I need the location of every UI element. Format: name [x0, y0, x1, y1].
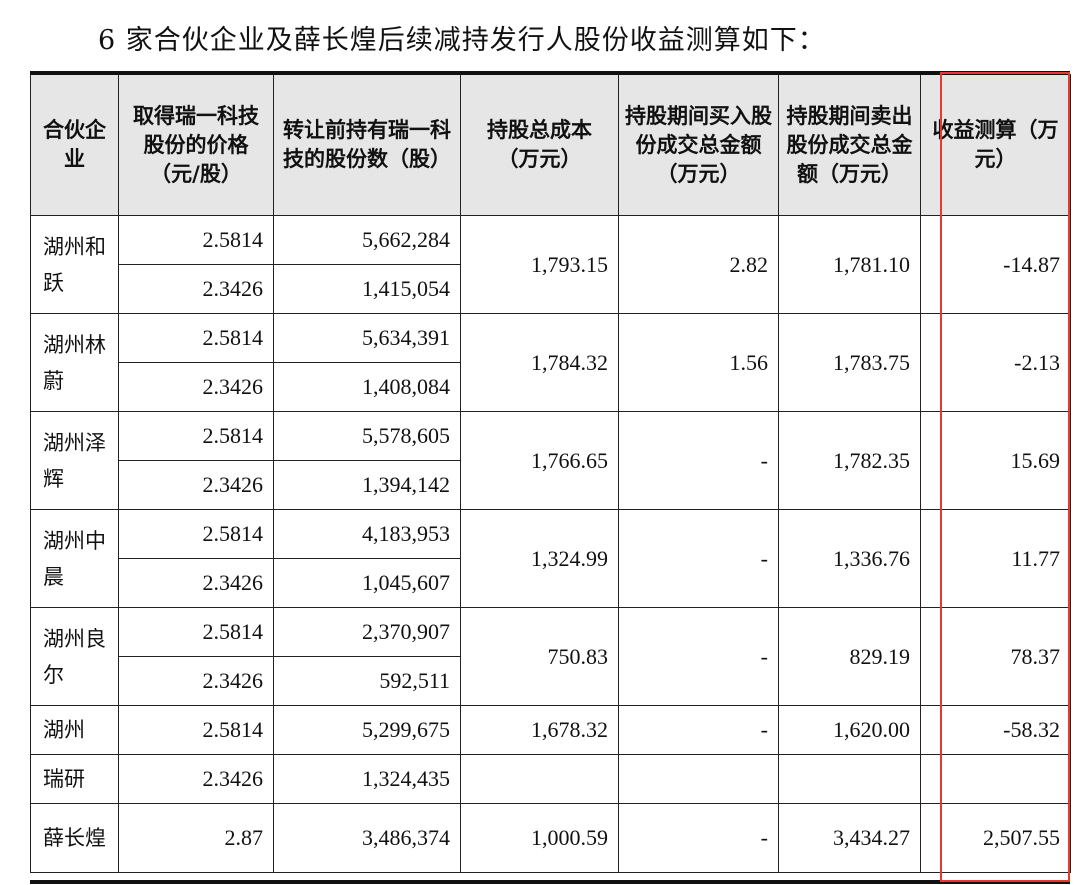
shares-cell: 4,183,953: [273, 509, 461, 559]
col-header-gain-estimate: 收益测算（万元）: [920, 74, 1071, 216]
buy-cell: 2.82: [618, 215, 779, 314]
partnership-name-line1: 湖州: [30, 705, 119, 755]
shares-cell: 1,324,435: [273, 754, 461, 804]
price-cell: 2.3426: [118, 264, 274, 314]
empty-cell: [920, 754, 1071, 804]
shares-cell: 1,408,084: [273, 362, 461, 412]
col-header-acquisition-price: 取得瑞一科技股份的价格（元/股）: [118, 74, 274, 216]
gain-cell: -14.87: [920, 215, 1071, 314]
gain-cell: 15.69: [920, 411, 1071, 510]
partnership-name-line2: 瑞研: [30, 754, 119, 804]
table-row: 瑞研 2.3426 1,324,435: [30, 754, 1071, 804]
buy-cell: -: [618, 509, 779, 608]
empty-cell: [460, 754, 619, 804]
price-cell: 2.5814: [118, 607, 274, 657]
sell-cell: 829.19: [778, 607, 921, 706]
table-bottom-rule: [30, 880, 1070, 884]
price-cell: 2.3426: [118, 754, 274, 804]
cost-cell: 1,324.99: [460, 509, 619, 608]
cost-cell: 1,784.32: [460, 313, 619, 412]
sell-cell: 1,620.00: [778, 705, 921, 755]
shares-cell: 5,662,284: [273, 215, 461, 265]
shares-cell: 1,045,607: [273, 558, 461, 608]
col-header-total-cost: 持股总成本（万元）: [460, 74, 619, 216]
sell-cell: 1,336.76: [778, 509, 921, 608]
col-header-partnership: 合伙企业: [30, 74, 119, 216]
shares-cell: 5,299,675: [273, 705, 461, 755]
table-row: 湖州中晨 2.5814 4,183,953 1,324.99 - 1,336.7…: [30, 509, 1071, 608]
buy-cell: 1.56: [618, 313, 779, 412]
table-row: 2.3426 1,415,054: [31, 264, 1071, 314]
table-row: 湖州良尔 2.5814 2,370,907 750.83 - 829.19 78…: [30, 607, 1071, 706]
shares-cell: 2,370,907: [273, 607, 461, 657]
partnership-name: 湖州良尔: [30, 607, 119, 706]
price-cell: 2.5814: [118, 705, 274, 755]
shares-cell: 1,394,142: [273, 460, 461, 510]
table-row: 2.3426 592,511: [31, 656, 1071, 706]
table-row: 2.3426 1,394,142: [31, 460, 1071, 510]
partnership-name: 湖州泽辉: [30, 411, 119, 510]
sell-cell: 3,434.27: [778, 803, 921, 873]
gain-cell: 11.77: [920, 509, 1071, 608]
gain-cell: 2,507.55: [920, 803, 1071, 873]
price-cell: 2.5814: [118, 313, 274, 363]
cost-cell: 750.83: [460, 607, 619, 706]
price-cell: 2.5814: [118, 509, 274, 559]
price-cell: 2.87: [118, 803, 274, 873]
table-row: 薛长煌 2.87 3,486,374 1,000.59 - 3,434.27 2…: [30, 803, 1071, 873]
table-top-rule: [30, 71, 1070, 75]
price-cell: 2.5814: [118, 411, 274, 461]
sell-cell: 1,781.10: [778, 215, 921, 314]
table-row: 湖州和跃 2.5814 5,662,284 1,793.15 2.82 1,78…: [30, 215, 1071, 314]
price-cell: 2.3426: [118, 362, 274, 412]
buy-cell: -: [618, 803, 779, 873]
buy-cell: -: [618, 607, 779, 706]
table-row: 湖州泽辉 2.5814 5,578,605 1,766.65 - 1,782.3…: [30, 411, 1071, 510]
table-header-row: 合伙企业 取得瑞一科技股份的价格（元/股） 转让前持有瑞一科技的股份数（股） 持…: [30, 74, 1071, 216]
shareholding-gain-table: 合伙企业 取得瑞一科技股份的价格（元/股） 转让前持有瑞一科技的股份数（股） 持…: [30, 74, 1071, 873]
shares-cell: 592,511: [273, 656, 461, 706]
shares-cell: 5,578,605: [273, 411, 461, 461]
shares-cell: 5,634,391: [273, 313, 461, 363]
price-cell: 2.3426: [118, 656, 274, 706]
shares-cell: 3,486,374: [273, 803, 461, 873]
col-header-sell-amount: 持股期间卖出股份成交总金额（万元）: [778, 74, 921, 216]
partnership-name: 湖州林蔚: [30, 313, 119, 412]
sell-cell: 1,783.75: [778, 313, 921, 412]
partnership-name: 湖州中晨: [30, 509, 119, 608]
cost-cell: 1,000.59: [460, 803, 619, 873]
gain-cell: -2.13: [920, 313, 1071, 412]
partnership-name: 湖州和跃: [30, 215, 119, 314]
gain-cell: -58.32: [920, 705, 1071, 755]
section-heading: 6 家合伙企业及薛长煌后续减持发行人股份收益测算如下：: [98, 25, 826, 56]
shareholder-name: 薛长煌: [30, 803, 119, 873]
table-row: 湖州林蔚 2.5814 5,634,391 1,784.32 1.56 1,78…: [30, 313, 1071, 412]
cost-cell: 1,793.15: [460, 215, 619, 314]
buy-cell: -: [618, 411, 779, 510]
price-cell: 2.3426: [118, 460, 274, 510]
empty-cell: [778, 754, 921, 804]
shares-cell: 1,415,054: [273, 264, 461, 314]
buy-cell: -: [618, 705, 779, 755]
empty-cell: [618, 754, 779, 804]
price-cell: 2.5814: [118, 215, 274, 265]
price-cell: 2.3426: [118, 558, 274, 608]
cost-cell: 1,678.32: [460, 705, 619, 755]
cost-cell: 1,766.65: [460, 411, 619, 510]
col-header-shares-held: 转让前持有瑞一科技的股份数（股）: [273, 74, 461, 216]
table-row: 湖州 2.5814 5,299,675 1,678.32 - 1,620.00 …: [30, 705, 1071, 755]
gain-cell: 78.37: [920, 607, 1071, 706]
col-header-buy-amount: 持股期间买入股份成交总金额（万元）: [618, 74, 779, 216]
sell-cell: 1,782.35: [778, 411, 921, 510]
